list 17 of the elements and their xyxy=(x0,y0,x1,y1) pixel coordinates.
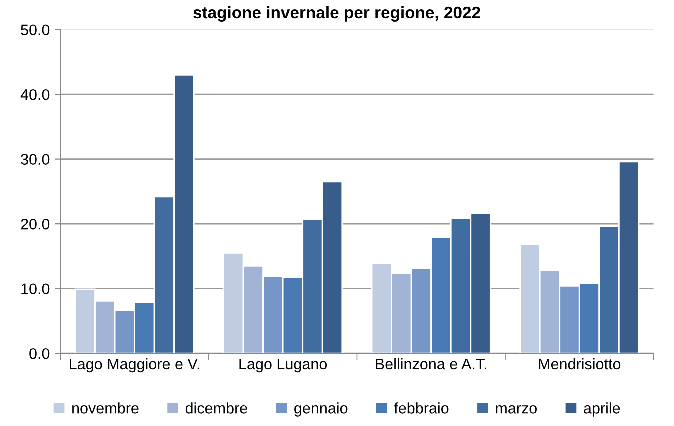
y-tick-label: 20.0 xyxy=(21,218,50,230)
legend-label: gennaio xyxy=(294,402,348,417)
chart-title: stagione invernale per regione, 2022 xyxy=(194,6,480,22)
x-tick-label: Lago Lugano xyxy=(240,359,328,373)
x-tick-label: Bellinzona e A.T. xyxy=(376,358,486,370)
legend-label: novembre xyxy=(72,402,139,414)
x-tick-label: Lago Maggiore e V. xyxy=(70,358,200,373)
y-tick-label: 40.0 xyxy=(20,89,50,100)
y-tick-label: 30.0 xyxy=(21,154,50,166)
legend-label: marzo xyxy=(496,405,537,414)
y-tick-label: 50.0 xyxy=(21,24,50,36)
legend-label: febbraio xyxy=(394,402,449,414)
y-tick-label: 0.0 xyxy=(30,348,50,360)
x-tick-label: Mendrisiotto xyxy=(539,358,621,370)
y-tick-label: 10.0 xyxy=(22,284,50,295)
legend-label: aprile xyxy=(584,402,620,417)
legend-label: dicembre xyxy=(186,402,248,414)
